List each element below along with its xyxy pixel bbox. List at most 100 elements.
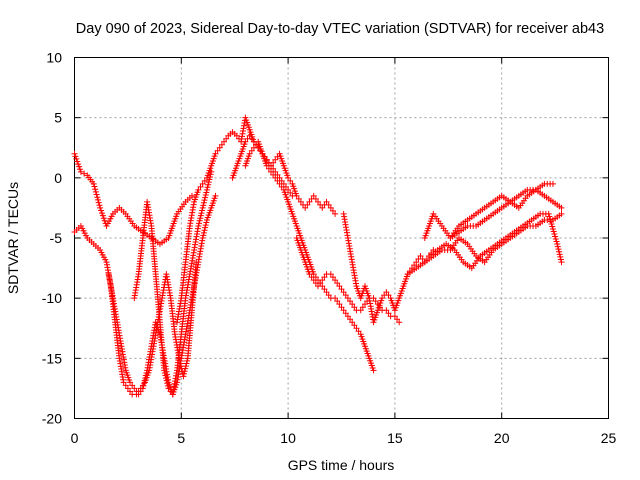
- data-point-trace: [372, 298, 379, 305]
- data-point-trace: [274, 153, 281, 160]
- data-point: [90, 180, 97, 187]
- data-point: [379, 295, 386, 302]
- data-point-trace: [197, 212, 204, 219]
- data-point-trace: [248, 147, 255, 154]
- data-point: [357, 307, 364, 314]
- data-point-trace: [127, 388, 134, 395]
- data-points: [71, 114, 565, 398]
- data-point: [306, 271, 313, 278]
- data-point: [135, 391, 142, 398]
- data-point-trace: [325, 201, 332, 208]
- data-point-trace: [351, 304, 358, 311]
- data-point: [212, 192, 219, 199]
- x-tick-label: 25: [601, 430, 617, 446]
- data-point: [336, 283, 343, 290]
- data-point-trace: [265, 165, 272, 172]
- data-point-trace: [100, 215, 107, 222]
- y-tick-label: -15: [42, 350, 62, 366]
- data-point: [127, 379, 134, 386]
- data-point: [340, 307, 347, 314]
- y-tick-label: -5: [50, 230, 63, 246]
- data-point: [285, 174, 292, 181]
- data-point-trace: [197, 215, 204, 222]
- data-point-trace: [164, 380, 171, 387]
- data-point-trace: [248, 135, 255, 142]
- data-point: [203, 186, 210, 193]
- data-point-trace: [75, 161, 82, 168]
- data-point-trace: [551, 230, 558, 237]
- data-point-trace: [184, 357, 191, 364]
- data-point: [233, 132, 240, 139]
- data-point-trace: [200, 229, 207, 236]
- data-point: [361, 301, 368, 308]
- data-point-trace: [549, 225, 556, 232]
- data-point-trace: [161, 369, 168, 376]
- data-point: [199, 204, 206, 211]
- data-point: [344, 295, 351, 302]
- data-point-trace: [129, 382, 136, 389]
- data-point-trace: [325, 292, 332, 299]
- data-point-trace: [278, 183, 285, 190]
- data-point-trace: [181, 368, 188, 375]
- data-point-trace: [98, 207, 105, 214]
- data-point: [221, 138, 228, 145]
- chart-title: Day 090 of 2023, Sidereal Day-to-day VTE…: [76, 21, 604, 37]
- y-tick-label: 10: [46, 50, 62, 66]
- data-point-trace: [98, 210, 105, 217]
- data-point: [332, 210, 339, 217]
- data-point-trace: [92, 186, 99, 193]
- data-point-trace: [96, 202, 103, 209]
- data-point-trace: [163, 375, 170, 382]
- data-point-trace: [347, 316, 354, 323]
- data-point: [124, 385, 131, 392]
- data-point-trace: [329, 274, 336, 281]
- data-point-trace: [295, 195, 302, 202]
- data-point-trace: [142, 375, 149, 382]
- y-tick-label: 0: [54, 170, 62, 186]
- data-point-trace: [223, 135, 230, 142]
- data-point: [97, 204, 104, 211]
- data-point-trace: [181, 370, 188, 377]
- data-point: [332, 295, 339, 302]
- data-point-trace: [552, 233, 559, 240]
- data-point: [336, 301, 343, 308]
- data-point-trace: [321, 274, 328, 281]
- data-point-trace: [99, 212, 106, 219]
- x-tick-label: 5: [177, 430, 185, 446]
- data-point: [383, 289, 390, 296]
- y-axis-label: SDTVAR / TECUs: [5, 182, 21, 294]
- data-point-trace: [347, 298, 354, 305]
- data-point-trace: [359, 304, 366, 311]
- data-point-trace: [76, 166, 83, 173]
- data-point-trace: [385, 310, 392, 317]
- data-point-trace: [548, 220, 555, 227]
- data-point: [558, 204, 565, 211]
- data-point-trace: [549, 223, 556, 230]
- data-point: [344, 313, 351, 320]
- x-tick-label: 0: [71, 430, 79, 446]
- data-point-trace: [140, 382, 147, 389]
- data-point-trace: [197, 183, 204, 190]
- data-point-trace: [385, 292, 392, 299]
- data-point-trace: [143, 369, 150, 376]
- data-point: [199, 235, 206, 241]
- data-point-trace: [74, 158, 81, 165]
- data-point-trace: [555, 246, 562, 253]
- data-point-trace: [195, 220, 202, 227]
- data-point-trace: [95, 199, 102, 206]
- data-point: [242, 138, 249, 145]
- data-point-trace: [198, 210, 205, 217]
- data-point-trace: [394, 316, 401, 323]
- data-point: [396, 319, 403, 326]
- data-point-trace: [202, 222, 209, 229]
- data-point-trace: [557, 253, 564, 260]
- data-point-trace: [253, 141, 260, 148]
- data-point-trace: [199, 207, 206, 214]
- x-tick-label: 10: [280, 430, 296, 446]
- data-point-trace: [557, 256, 564, 263]
- data-point: [188, 192, 195, 199]
- data-point-trace: [122, 382, 129, 389]
- data-point: [558, 210, 565, 217]
